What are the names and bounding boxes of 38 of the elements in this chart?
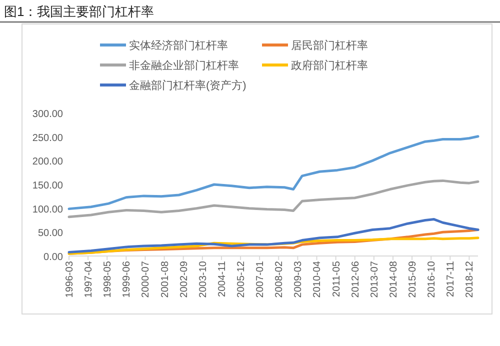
y-tick-label: 250.00: [32, 132, 64, 144]
x-tick-label: 2005-12: [236, 260, 248, 298]
x-tick-label: 1998-05: [102, 260, 114, 298]
x-tick-label: 2001-08: [160, 260, 171, 298]
x-tick-label: 2008-02: [274, 260, 286, 298]
x-tick-label: 2002-09: [178, 260, 190, 298]
x-tick-label: 2010-04: [312, 260, 324, 298]
x-tick-label: 2018-12: [464, 260, 476, 298]
legend-label: 非金融企业部门杠杆率: [129, 59, 239, 72]
y-tick-label: 300.00: [32, 109, 64, 120]
x-tick-label: 2015-09: [408, 260, 419, 298]
legend-label: 金融部门杠杆率(资产方): [129, 79, 246, 92]
x-tick-label: 2012-06: [350, 260, 362, 298]
x-tick-label: 1999-06: [122, 260, 133, 298]
x-tick-label: 2016-10: [426, 260, 438, 298]
line-series: [68, 179, 480, 218]
x-tick-label: 2004-11: [216, 260, 228, 297]
x-tick-label: 1997-04: [84, 260, 95, 298]
chart-title: 图1：我国主要部门杠杆率: [4, 4, 154, 19]
x-tick-label: 2011-05: [331, 260, 342, 297]
legend-label: 实体经济部门杠杆率: [129, 39, 228, 52]
x-tick-label: 2009-03: [293, 260, 304, 298]
x-tick-label: 1996-03: [64, 260, 76, 298]
line-series: [68, 135, 480, 210]
y-tick-label: 150.00: [32, 180, 64, 192]
legend-label: 居民部门杠杆率: [291, 39, 368, 52]
legend-label: 政府部门杠杆率: [291, 59, 368, 72]
y-tick-label: 200.00: [32, 156, 64, 168]
y-tick-label: 50.00: [38, 228, 64, 240]
x-tick-label: 2017-11: [446, 260, 457, 297]
line-series: [68, 218, 480, 254]
x-tick-label: 2013-07: [369, 260, 380, 298]
y-tick-label: 100.00: [32, 204, 64, 216]
x-tick-label: 2007-01: [255, 260, 266, 298]
x-tick-label: 2003-10: [198, 260, 209, 298]
y-tick-label: 0.00: [44, 252, 64, 263]
x-tick-label: 2000-07: [140, 260, 152, 298]
x-tick-label: 2014-08: [388, 260, 400, 298]
